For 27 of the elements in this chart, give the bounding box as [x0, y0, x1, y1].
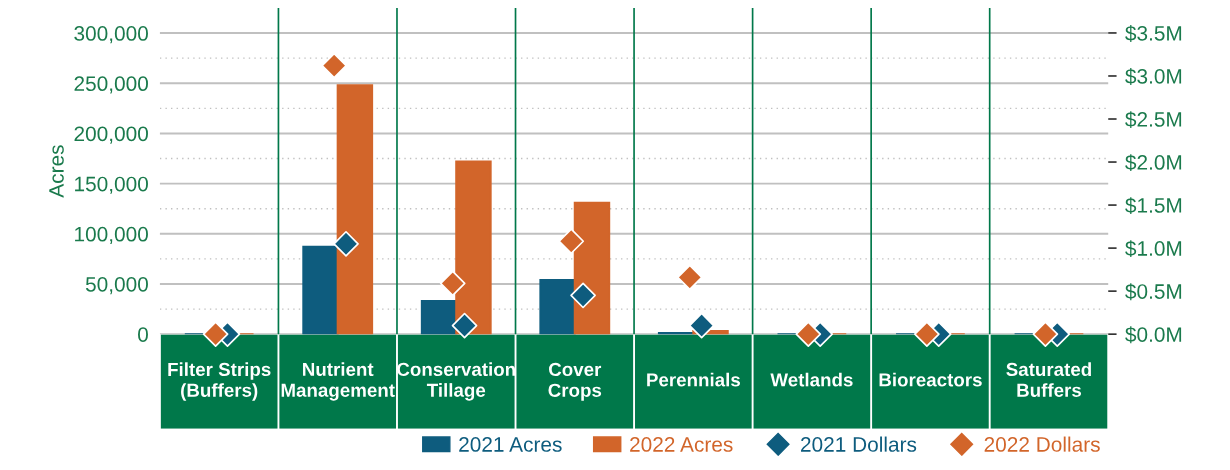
y-tick-label: 250,000	[74, 76, 148, 94]
y-axis-title: Acres	[49, 145, 64, 198]
y-tick-label: 100,000	[75, 226, 148, 245]
legend-label: 2021 Dollars	[801, 436, 917, 452]
x-tick-label: Saturated Buffers	[1006, 362, 1091, 397]
y-tick-label: 200,000	[74, 126, 148, 144]
y2-tick-label: $0.5M	[1125, 283, 1182, 301]
y2-tick-label: $1.5M	[1125, 197, 1182, 215]
y2-tick-label: $2.5M	[1125, 111, 1182, 129]
y2-tick-label: $3.5M	[1125, 25, 1182, 42]
y-tick-label: 0	[138, 327, 148, 342]
legend-label: 2021 Acres	[459, 437, 562, 452]
legend-label: 2022 Acres	[630, 437, 733, 452]
y-tick-label: 300,000	[74, 26, 148, 44]
x-tick-label: Filter Strips (Buffers)	[168, 362, 271, 401]
y2-tick-label: $1.0M	[1125, 240, 1182, 258]
x-tick-label: Bioreactors	[879, 372, 982, 387]
y-tick-label: 150,000	[75, 176, 148, 194]
legend-label: 2022 Dollars	[984, 436, 1100, 452]
x-tick-label: Cover Crops	[548, 362, 602, 401]
y2-tick-label: $3.0M	[1125, 68, 1182, 85]
y-tick-label: 50,000	[85, 276, 148, 295]
y2-tick-label: $0.0M	[1125, 326, 1182, 344]
x-tick-label: Wetlands	[770, 372, 853, 387]
x-tick-label: Perennials	[647, 372, 740, 387]
x-tick-label: Nutrient Management	[281, 362, 395, 401]
y2-tick-label: $2.0M	[1125, 154, 1182, 172]
